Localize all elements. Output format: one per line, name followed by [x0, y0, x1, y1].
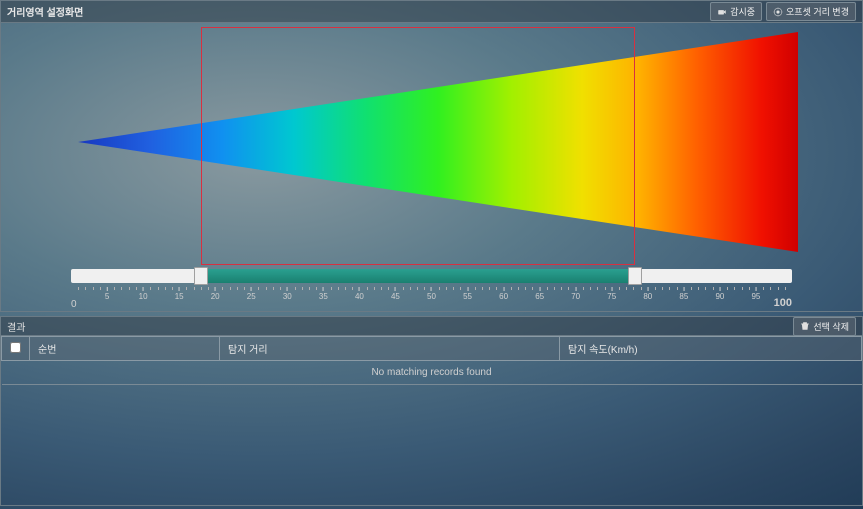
slider-handle-right[interactable] — [628, 267, 642, 285]
panel-header: 거리영역 설정화면 감시중 오프셋 거리 변경 — [1, 1, 862, 23]
selection-rectangle — [201, 27, 635, 265]
watch-button-label: 감시중 — [730, 5, 755, 18]
spectrum-chart — [5, 27, 858, 265]
panel-title: 거리영역 설정화면 — [7, 4, 83, 19]
scale-tick: 55 — [463, 287, 472, 301]
range-slider[interactable] — [71, 267, 792, 285]
slider-handle-left[interactable] — [194, 267, 208, 285]
delete-selected-button[interactable]: 선택 삭제 — [793, 317, 856, 336]
scale-tick: 95 — [751, 287, 760, 301]
no-records-text: No matching records found — [2, 361, 862, 385]
scale-tick: 75 — [607, 287, 616, 301]
scale-tick: 20 — [211, 287, 220, 301]
col-checkbox — [2, 337, 30, 361]
scale-tick: 40 — [355, 287, 364, 301]
scale-tick: 85 — [679, 287, 688, 301]
scale-tick: 60 — [499, 287, 508, 301]
scale-tick: 5 — [105, 287, 109, 301]
col-seq: 순번 — [30, 337, 220, 361]
col-speed: 탐지 속도(Km/h) — [560, 337, 862, 361]
results-header: 결과 선택 삭제 — [0, 316, 863, 336]
scale-tick: 90 — [715, 287, 724, 301]
results-title: 결과 — [7, 319, 25, 334]
table-empty-row: No matching records found — [2, 361, 862, 385]
scale-tick: 65 — [535, 287, 544, 301]
slider-selection — [201, 269, 635, 283]
offset-button-label: 오프셋 거리 변경 — [786, 5, 849, 18]
scale-tick: 70 — [571, 287, 580, 301]
scale-tick: 35 — [319, 287, 328, 301]
scale-tick: 25 — [247, 287, 256, 301]
results-table-wrap: 순번 탐지 거리 탐지 속도(Km/h) No matching records… — [0, 336, 863, 506]
header-buttons: 감시중 오프셋 거리 변경 — [710, 2, 856, 21]
trash-icon — [800, 321, 810, 331]
delete-button-label: 선택 삭제 — [813, 320, 849, 333]
camera-icon — [717, 7, 727, 17]
gear-icon — [773, 7, 783, 17]
scale-max-label: 100 — [774, 297, 792, 309]
watch-button[interactable]: 감시중 — [710, 2, 762, 21]
scale-tick: 15 — [175, 287, 184, 301]
table-header-row: 순번 탐지 거리 탐지 속도(Km/h) — [2, 337, 862, 361]
scale-min-label: 0 — [71, 299, 77, 310]
scale-axis: 0 100 5 10 15 20 25 30 35 40 45 50 55 60 65 70 75 80 85 9… — [71, 287, 792, 315]
results-table: 순번 탐지 거리 탐지 속도(Km/h) No matching records… — [1, 336, 862, 385]
scale-tick: 50 — [427, 287, 436, 301]
scale-tick: 10 — [139, 287, 148, 301]
distance-settings-panel: 거리영역 설정화면 감시중 오프셋 거리 변경 — [0, 0, 863, 312]
col-distance: 탐지 거리 — [220, 337, 560, 361]
select-all-checkbox[interactable] — [10, 342, 21, 353]
scale-tick: 30 — [283, 287, 292, 301]
scale-tick: 45 — [391, 287, 400, 301]
offset-button[interactable]: 오프셋 거리 변경 — [766, 2, 856, 21]
results-section: 결과 선택 삭제 순번 탐지 거리 탐지 속도(Km/h) — [0, 316, 863, 506]
scale-tick: 80 — [643, 287, 652, 301]
